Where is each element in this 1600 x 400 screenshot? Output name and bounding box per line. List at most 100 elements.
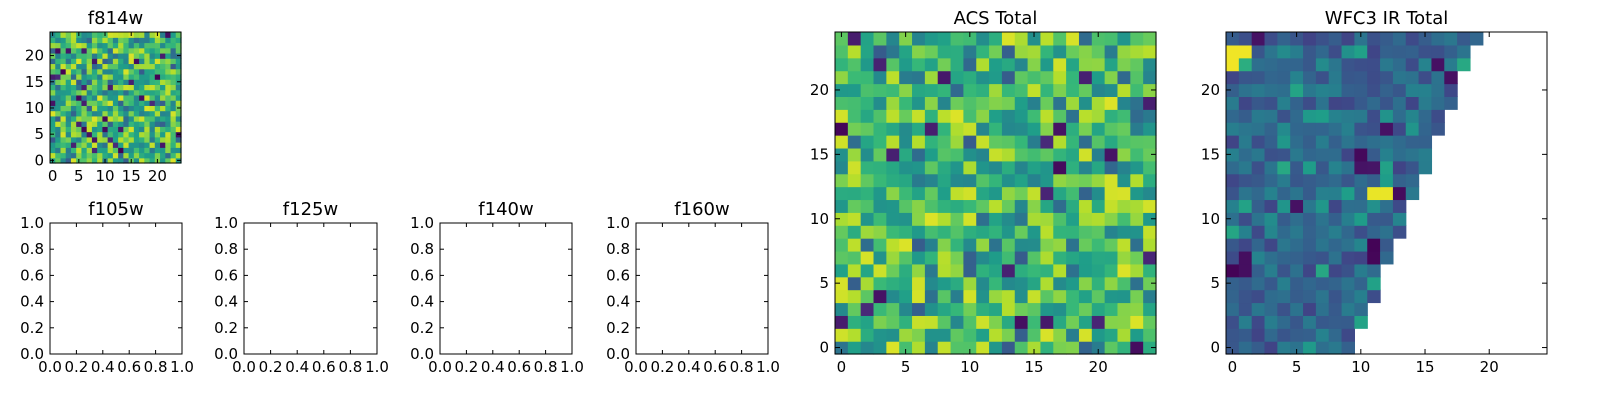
heatmap-cell	[1001, 173, 1016, 188]
heatmap-cell	[989, 122, 1003, 136]
heatmap-cell	[860, 70, 875, 85]
heatmap-cell	[1066, 212, 1080, 226]
heatmap-cell	[1104, 173, 1119, 188]
heatmap-cell	[65, 147, 72, 154]
heatmap-cell	[1303, 302, 1317, 316]
heatmap-cell	[1130, 32, 1144, 46]
heatmap-cell	[1238, 199, 1253, 213]
heatmap-cell	[1040, 250, 1054, 265]
heatmap-cell	[1328, 250, 1343, 265]
heatmap-cell	[76, 47, 83, 54]
heatmap-cell	[1117, 173, 1131, 188]
heatmap-cell	[1264, 44, 1278, 59]
heatmap-cell	[86, 152, 93, 159]
x-tick-label: 0	[1228, 358, 1238, 376]
heatmap-cell	[65, 136, 72, 143]
heatmap-cell	[55, 136, 62, 143]
heatmap-cell	[899, 173, 913, 188]
heatmap-cell	[1341, 186, 1355, 201]
heatmap-cell	[1238, 263, 1253, 278]
heatmap-cell	[144, 94, 151, 101]
heatmap-cell	[1078, 109, 1093, 123]
heatmap-cell	[989, 186, 1003, 201]
heatmap-cell	[1226, 199, 1240, 213]
heatmap-cell	[107, 58, 114, 65]
heatmap-cell	[65, 73, 72, 80]
heatmap-cell	[1354, 289, 1368, 304]
heatmap-cell	[118, 89, 124, 96]
heatmap-cell	[1303, 109, 1317, 123]
heatmap-cell	[1053, 263, 1067, 278]
heatmap-cell	[160, 79, 166, 85]
heatmap-cell	[60, 100, 67, 106]
heatmap-cell	[1143, 289, 1157, 304]
heatmap-cell	[847, 250, 862, 265]
chart-title: f160w	[674, 199, 729, 220]
heatmap-cell	[1066, 122, 1080, 136]
heatmap-cell	[976, 83, 990, 97]
heatmap-cell	[847, 173, 862, 188]
axes-f160w: 0.0 0.2 0.4 0.6 0.8 1.00.00.20.40.60.81.0f160…	[606, 199, 780, 376]
heatmap-cell	[60, 152, 67, 159]
heatmap-cell	[950, 109, 964, 123]
heatmap-cell	[950, 122, 964, 136]
heatmap-cell	[1315, 250, 1330, 265]
heatmap-cell	[107, 147, 114, 154]
heatmap-cell	[1392, 122, 1407, 136]
heatmap-cell	[160, 94, 166, 101]
heatmap-cell	[91, 89, 98, 96]
heatmap-cell	[847, 328, 862, 342]
heatmap-cell	[1104, 238, 1119, 252]
y-tick-label: 0.2	[214, 319, 238, 337]
plot-frame	[49, 222, 183, 355]
heatmap-cell	[1277, 276, 1291, 291]
heatmap-cell	[937, 147, 952, 162]
heatmap-cell	[1277, 328, 1291, 342]
heatmap-cell	[1117, 199, 1131, 213]
heatmap-cell	[873, 109, 887, 123]
heatmap-cell	[1066, 302, 1080, 316]
heatmap-cell	[112, 84, 119, 91]
heatmap-cell	[1264, 289, 1278, 304]
heatmap-cell	[1380, 44, 1394, 59]
heatmap-cell	[1264, 32, 1278, 46]
heatmap-cell	[81, 58, 88, 65]
heatmap-cell	[1104, 147, 1119, 162]
plot-frame	[635, 222, 769, 355]
heatmap-cell	[1251, 263, 1266, 278]
heatmap-cell	[112, 105, 119, 112]
heatmap-cell	[133, 84, 140, 91]
heatmap-cell	[1341, 341, 1355, 355]
heatmap-cell	[1238, 122, 1253, 136]
heatmap-cell	[112, 94, 119, 101]
heatmap-cell	[165, 147, 172, 154]
heatmap-cell	[170, 152, 177, 159]
heatmap-cell	[149, 52, 156, 59]
chart-title: WFC3 IR Total	[1325, 8, 1448, 29]
heatmap-cell	[1130, 186, 1144, 201]
heatmap-cell	[123, 126, 130, 133]
heatmap-cell	[1040, 263, 1054, 278]
heatmap-cell	[70, 110, 77, 117]
heatmap-cell	[97, 37, 103, 44]
heatmap-cell	[65, 126, 72, 133]
heatmap-cell	[1431, 122, 1445, 136]
heatmap-cell	[886, 135, 900, 149]
heatmap-cell	[1392, 83, 1407, 97]
heatmap-cell	[123, 121, 130, 127]
heatmap-cell	[976, 328, 990, 342]
heatmap-cell	[1091, 109, 1106, 123]
heatmap-cell	[873, 135, 887, 149]
y-tick-label: 0.0	[20, 345, 44, 363]
heatmap-cell	[81, 136, 88, 143]
x-tick-label: 1.0	[560, 358, 584, 376]
x-tick-label: 0.4	[91, 358, 115, 376]
heatmap-cell	[1066, 173, 1080, 188]
heatmap-cell	[835, 212, 849, 226]
heatmap-cell	[860, 328, 875, 342]
heatmap-cell	[1104, 212, 1119, 226]
heatmap-cell	[1066, 263, 1080, 278]
heatmap-cell	[160, 37, 166, 44]
heatmap-cell	[102, 152, 109, 159]
heatmap-cell	[1380, 199, 1394, 213]
